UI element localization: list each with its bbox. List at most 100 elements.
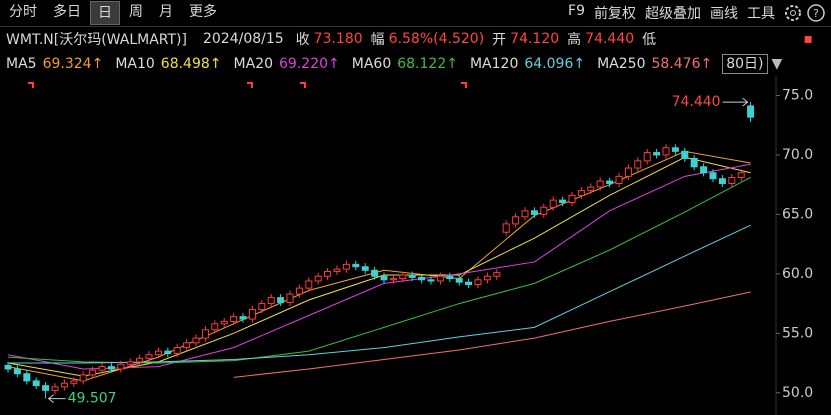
candle-body xyxy=(399,274,407,280)
candle-body xyxy=(747,105,755,118)
candle-body xyxy=(89,369,97,376)
candle-body xyxy=(418,276,426,281)
candle-body xyxy=(512,216,520,225)
tab[interactable]: 月 xyxy=(159,4,173,20)
candle-body xyxy=(653,152,661,156)
candle-body xyxy=(530,210,538,215)
candle-body xyxy=(164,350,172,355)
legend-item: MA250 58.476↑ xyxy=(597,56,712,72)
candle-body xyxy=(267,297,275,305)
min-label: 49.507 xyxy=(68,391,117,407)
y-tick-label: 75.0 xyxy=(782,87,813,103)
legend-name: MA120 xyxy=(469,56,519,72)
candle-body xyxy=(286,293,294,303)
candle-body xyxy=(192,337,200,344)
candle-body xyxy=(117,363,125,370)
tab[interactable]: 分时 xyxy=(9,4,37,20)
candle-body xyxy=(587,186,595,192)
legend-value: 69.220 xyxy=(279,56,329,72)
label: 幅 xyxy=(370,32,385,48)
candle-body xyxy=(446,275,454,280)
legend-name: MA5 xyxy=(6,56,37,72)
candle-body xyxy=(718,178,726,184)
candle-body xyxy=(126,361,134,365)
tab[interactable]: 周 xyxy=(129,4,143,20)
candle-body xyxy=(549,199,557,208)
ma-line xyxy=(7,163,751,370)
label: 低 xyxy=(642,32,657,48)
y-tick-label: 70.0 xyxy=(782,147,813,163)
candle-body xyxy=(540,206,548,215)
candle-body xyxy=(483,275,491,281)
tab[interactable]: 多日 xyxy=(53,4,81,20)
candle-body xyxy=(662,147,670,156)
y-tick-label: 55.0 xyxy=(782,325,813,341)
candle-body xyxy=(79,374,87,382)
tool[interactable]: 超级叠加 xyxy=(645,6,701,22)
legend-trend: ↑ xyxy=(209,56,222,72)
candle-body xyxy=(427,279,435,282)
candle-body xyxy=(643,152,651,162)
candle-body xyxy=(324,270,332,277)
candle-body xyxy=(352,263,360,268)
label: 收 xyxy=(295,32,310,48)
candle-body xyxy=(624,167,632,177)
legend-trend: ↑ xyxy=(700,56,713,72)
candle-body xyxy=(23,373,31,382)
candle-body xyxy=(98,366,106,371)
tabs: 分时 多日日周月更多 xyxy=(0,1,224,25)
candle-body xyxy=(51,386,59,391)
candle-body xyxy=(42,385,50,391)
candle-body xyxy=(361,266,369,271)
candle-body xyxy=(248,309,256,320)
candle-body xyxy=(230,316,238,322)
max-label: 74.440 xyxy=(672,94,721,110)
legend-value: 58.476 xyxy=(651,56,701,72)
legend-item: MA10 68.498↑ xyxy=(115,56,221,72)
legend-value: 64.096 xyxy=(524,56,574,72)
candle-body xyxy=(342,263,350,270)
ma-line xyxy=(233,291,751,378)
ma-line xyxy=(7,156,751,377)
ma-line xyxy=(8,224,751,364)
candle-body xyxy=(700,166,708,174)
ma-line xyxy=(7,150,751,382)
candle-body xyxy=(436,275,444,282)
dropdown[interactable]: ▼ xyxy=(771,56,783,72)
legend-trend: ↑ xyxy=(328,56,340,72)
candle-body xyxy=(671,147,679,152)
candle-body xyxy=(211,323,219,331)
max-arrow xyxy=(722,97,749,107)
candle-body xyxy=(32,380,40,387)
candle-body xyxy=(220,320,228,325)
candle-body xyxy=(60,382,68,388)
candle-body xyxy=(474,279,482,286)
candle-body xyxy=(709,172,717,180)
tool[interactable]: 工具 xyxy=(747,6,775,22)
legend-trend: ↑ xyxy=(573,56,586,72)
label: 高 xyxy=(567,32,582,48)
y-tick-label: 65.0 xyxy=(782,206,813,222)
candle-body xyxy=(408,274,416,278)
svg-text:?: ? xyxy=(813,7,819,20)
candle-body xyxy=(295,287,303,295)
tab[interactable]: 更多 xyxy=(189,4,217,20)
candle-body xyxy=(615,175,623,184)
tool[interactable]: 画线 xyxy=(710,6,738,22)
y-tick-label: 60.0 xyxy=(782,266,813,282)
legend-name: MA250 xyxy=(597,56,646,72)
legend-trend: ↑ xyxy=(446,56,458,72)
chart: 50.0 55.0 60.0 65.0 70.0 75.0 74.440 49.507 xyxy=(4,76,813,415)
tab[interactable]: 日 xyxy=(90,1,120,25)
candle-body xyxy=(465,281,473,286)
candle-body xyxy=(455,278,463,283)
legend-trend: ↑ xyxy=(91,56,104,72)
candle-body xyxy=(690,157,698,168)
period-select[interactable]: 80日) xyxy=(722,54,768,74)
tool[interactable]: F9 xyxy=(568,3,585,19)
legend-value: 68.122 xyxy=(397,56,447,72)
icons[interactable]: ? xyxy=(783,3,827,23)
change: 6.58%(4.520) xyxy=(388,31,485,47)
candle-body xyxy=(681,150,689,159)
tool[interactable]: 前复权 xyxy=(594,6,636,22)
